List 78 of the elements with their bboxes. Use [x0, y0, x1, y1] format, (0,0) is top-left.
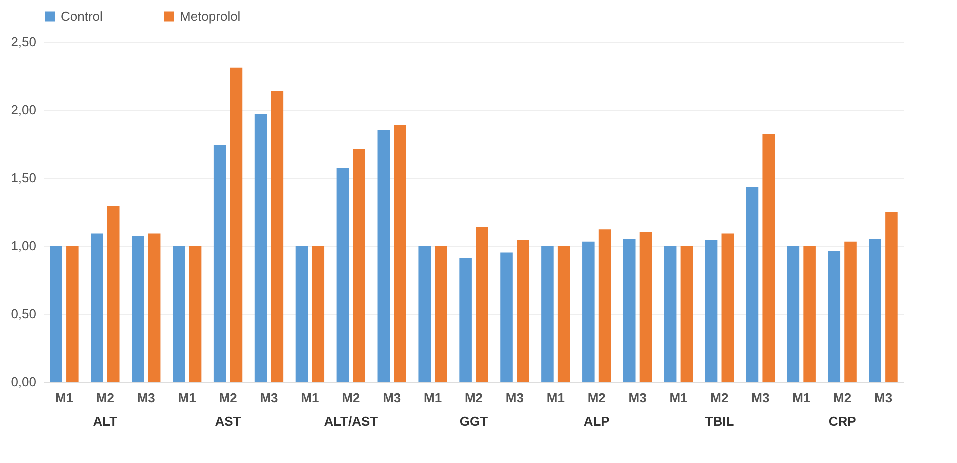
- bar: [173, 246, 186, 382]
- bar: [312, 246, 325, 382]
- bar: [844, 242, 857, 382]
- bar: [705, 240, 718, 382]
- bar: [353, 149, 366, 382]
- bar: [722, 234, 734, 382]
- bar: [804, 246, 816, 382]
- bar: [787, 246, 800, 382]
- x-tick-label: M3: [383, 390, 402, 406]
- x-tick-label: M1: [792, 390, 811, 406]
- y-tick-label: 2,50: [11, 34, 36, 50]
- bar: [378, 130, 390, 382]
- bar: [214, 145, 226, 382]
- y-tick-label: 2,00: [11, 102, 36, 118]
- x-tick-label: M2: [342, 390, 360, 406]
- bar: [189, 246, 202, 382]
- x-tick-label: M1: [546, 390, 565, 406]
- bar: [500, 252, 513, 382]
- text: ALP: [584, 414, 610, 429]
- x-tick-label: M2: [588, 390, 606, 406]
- x-tick-label: M3: [137, 390, 156, 406]
- text: GGT: [460, 414, 488, 429]
- y-tick-label: 0,00: [11, 374, 36, 390]
- bar: [886, 212, 898, 382]
- bar: [394, 124, 406, 382]
- y-tick-label: 1,50: [11, 170, 36, 186]
- bar: [460, 258, 472, 382]
- x-tick-label: M2: [464, 390, 484, 406]
- text: ALT/AST: [324, 414, 378, 429]
- x-tick-label: M3: [874, 390, 893, 406]
- bar: [762, 134, 775, 382]
- x-tick-label: M1: [301, 390, 320, 406]
- bar: [230, 68, 243, 382]
- x-tick-label: M1: [670, 390, 688, 406]
- bar: [435, 246, 448, 382]
- bar: [476, 226, 488, 382]
- text: ALT: [93, 414, 118, 429]
- bar: [623, 239, 636, 382]
- bar: [542, 246, 554, 382]
- text: CRP: [828, 414, 857, 429]
- x-tick-label: M3: [260, 390, 278, 406]
- x-tick-label: M3: [752, 390, 770, 406]
- bar: [50, 246, 62, 382]
- bar: [828, 251, 841, 382]
- bar: [680, 246, 694, 382]
- bar: [418, 246, 431, 382]
- bar: [296, 246, 308, 382]
- bar: [664, 246, 677, 382]
- bar: [254, 114, 268, 382]
- text: TBIL: [705, 414, 734, 429]
- bar: [598, 230, 612, 382]
- x-tick-label: M1: [424, 390, 442, 406]
- x-tick-label: M1: [55, 390, 74, 406]
- bar: [582, 242, 595, 382]
- bar: [107, 206, 120, 382]
- x-tick-label: M2: [710, 390, 729, 406]
- y-tick-label: 0,50: [11, 306, 36, 322]
- bar: [336, 168, 350, 382]
- legend-label: Control: [61, 8, 104, 24]
- x-tick-label: M2: [219, 390, 238, 406]
- bar: [91, 234, 104, 382]
- x-tick-label: M2: [834, 390, 852, 406]
- bar: [558, 246, 570, 382]
- bar: [132, 236, 144, 382]
- legend-label: Metoprolol: [180, 8, 241, 24]
- y-tick-label: 1,00: [11, 238, 36, 254]
- bar: [746, 188, 759, 382]
- bar: [271, 90, 284, 382]
- x-tick-label: M2: [96, 390, 114, 406]
- bar: [517, 240, 530, 382]
- bar: [869, 239, 882, 382]
- x-tick-label: M3: [628, 390, 647, 406]
- bar: [148, 234, 161, 382]
- x-tick-label: M1: [178, 390, 196, 406]
- text: AST: [215, 414, 242, 429]
- bar: [640, 232, 652, 382]
- x-tick-label: M3: [506, 390, 524, 406]
- bar: [66, 246, 79, 382]
